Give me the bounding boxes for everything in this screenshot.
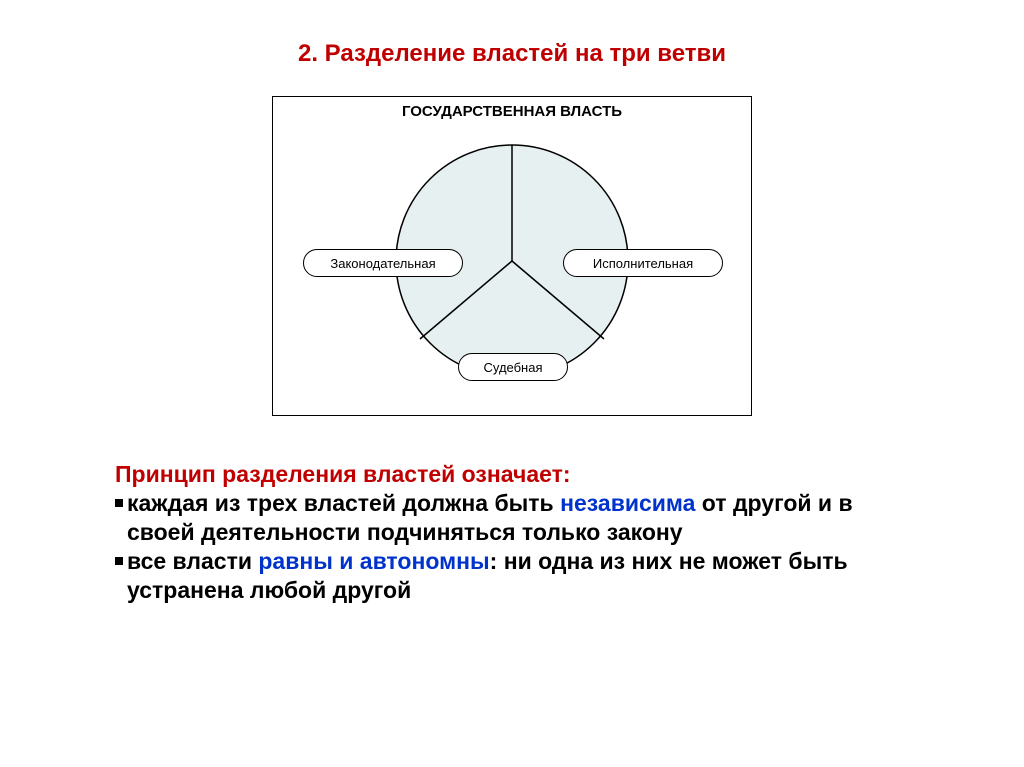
bullet-1: все власти равны и автономны: ни одна из… <box>115 547 915 605</box>
bullet-icon <box>115 557 123 565</box>
page-title: 2. Разделение властей на три ветви <box>0 0 1024 68</box>
branch-pill-0: Законодательная <box>303 249 463 277</box>
branch-pill-1: Исполнительная <box>563 249 723 277</box>
principle-heading: Принцип разделения властей означает: <box>115 460 915 489</box>
body-text: Принцип разделения властей означает:кажд… <box>115 460 915 605</box>
bullet-0: каждая из трех властей должна быть незав… <box>115 489 915 547</box>
bullet-text-0: каждая из трех властей должна быть незав… <box>127 489 915 547</box>
bullet-text-1: все власти равны и автономны: ни одна из… <box>127 547 915 605</box>
branch-pill-2: Судебная <box>458 353 568 381</box>
diagram-frame: ГОСУДАРСТВЕННАЯ ВЛАСТЬ Законодательная Ис… <box>272 96 752 416</box>
bullet-icon <box>115 499 123 507</box>
diagram-header: ГОСУДАРСТВЕННАЯ ВЛАСТЬ <box>273 97 751 120</box>
